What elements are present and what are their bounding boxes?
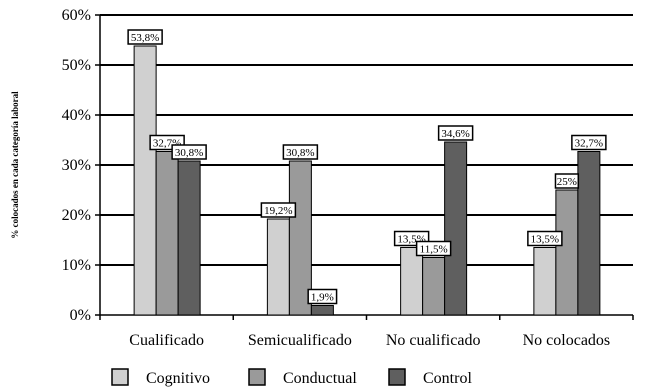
bar-conductual-4 [555, 189, 579, 316]
y-tick-label: 50% [62, 57, 91, 74]
y-tick-label: 0% [70, 307, 91, 324]
bar-cognitivo-4 [533, 247, 557, 316]
y-tick-label: 40% [62, 107, 91, 124]
bar-control-2 [310, 305, 334, 316]
legend-label-cognitivo: Cognitivo [146, 370, 210, 387]
data-label: 32,7% [575, 138, 603, 150]
y-tick-label: 20% [62, 207, 91, 224]
bar-cognitivo-3 [400, 247, 424, 316]
legend-swatch-conductual [248, 368, 266, 386]
data-label-box [554, 173, 580, 189]
data-label: 1,9% [311, 292, 334, 304]
y-tick-label: 30% [62, 157, 91, 174]
data-label-box [260, 202, 297, 218]
data-label-box [127, 29, 163, 45]
data-labels: 53,8% 32,7% 30,8% 19,2% 30,8% 1,9% 13,5% 11,5% 3… [127, 29, 607, 305]
data-label-box [282, 144, 319, 160]
bar-control-1 [177, 160, 201, 316]
data-label: 11,5% [420, 244, 448, 256]
y-tick-label: 60% [62, 7, 91, 24]
data-label-box [571, 134, 607, 151]
data-label: 13,5% [531, 234, 559, 246]
bar-conductual-3 [422, 257, 446, 316]
bars [133, 45, 601, 316]
data-label: 25% [557, 176, 577, 188]
bar-conductual-1 [155, 151, 179, 316]
category-label: Semicualificado [248, 332, 352, 349]
data-label: 53,8% [131, 32, 159, 44]
data-label-box [171, 144, 207, 160]
bar-cognitivo-2 [266, 218, 290, 316]
y-axis-label: % colocados en cada categoría laboral [10, 91, 20, 239]
legend-swatch-control [388, 368, 406, 386]
y-tick-label: 10% [62, 257, 91, 274]
legend-swatch-cognitivo [111, 368, 129, 386]
y-tick-labels: 0% 10% 20% 30% 40% 50% 60% [62, 7, 91, 324]
legend-label-control: Control [423, 370, 472, 387]
legend-label-conductual: Conductual [283, 370, 357, 387]
data-label: 19,2% [264, 205, 292, 217]
bar-cognitivo-1 [133, 45, 157, 316]
data-label: 30,8% [286, 147, 314, 159]
data-label-box [527, 230, 563, 247]
bar-conductual-2 [288, 160, 312, 316]
bar-control-4 [577, 151, 601, 316]
x-category-labels: Cualificado Semicualificado No cualificado… [129, 332, 610, 349]
data-label: 30,8% [175, 147, 203, 159]
category-label: No colocados [523, 332, 611, 349]
legend: Cognitivo Conductual Control [111, 368, 472, 387]
bar-control-3 [444, 141, 468, 316]
data-label-box [437, 125, 474, 141]
category-label: Cualificado [129, 332, 204, 349]
data-label-box [415, 240, 452, 257]
category-label: No cualificado [386, 332, 481, 349]
data-label-box [307, 288, 338, 305]
data-label: 34,6% [441, 128, 469, 140]
